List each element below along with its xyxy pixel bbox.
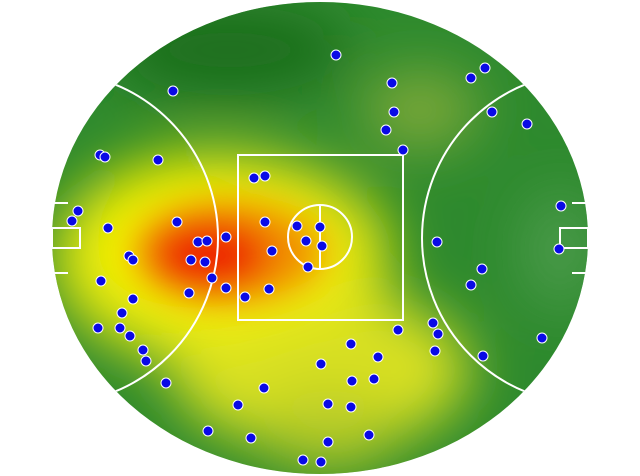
point [124,330,136,342]
point [345,401,357,413]
point [92,322,104,334]
point [102,222,114,234]
point [95,275,107,287]
point [322,436,334,448]
point [368,373,380,385]
point [220,282,232,294]
point [152,154,164,166]
point [266,245,278,257]
point [66,215,78,227]
point [388,106,400,118]
point [160,377,172,389]
point [363,429,375,441]
point [429,345,441,357]
point [99,151,111,163]
point [171,216,183,228]
point [201,235,213,247]
point [192,236,204,248]
point [386,77,398,89]
field-lines [51,71,589,405]
point [245,432,257,444]
point [259,216,271,228]
point [431,236,443,248]
point [521,118,533,130]
point [397,144,409,156]
point [322,398,334,410]
point [183,287,195,299]
point [476,263,488,275]
point [72,205,84,217]
point [114,322,126,334]
point [167,85,179,97]
point [372,351,384,363]
point [127,254,139,266]
point [199,256,211,268]
point [140,355,152,367]
point [263,283,275,295]
point [302,261,314,273]
point [297,454,309,466]
point [315,358,327,370]
point [220,231,232,243]
point [315,456,327,468]
point [314,221,326,233]
point [291,220,303,232]
point [232,399,244,411]
point [137,344,149,356]
point [316,240,328,252]
point [427,317,439,329]
point [536,332,548,344]
point [479,62,491,74]
point [465,279,477,291]
point [248,172,260,184]
point [432,328,444,340]
point [477,350,489,362]
point [185,254,197,266]
point [465,72,477,84]
point [392,324,404,336]
points [66,49,567,468]
point [258,382,270,394]
point [553,243,565,255]
point [486,106,498,118]
point [127,293,139,305]
point [345,338,357,350]
point [346,375,358,387]
point [202,425,214,437]
point [206,272,218,284]
point [300,235,312,247]
point [239,291,251,303]
point [555,200,567,212]
point [380,124,392,136]
point [330,49,342,61]
point [259,170,271,182]
point [116,307,128,319]
